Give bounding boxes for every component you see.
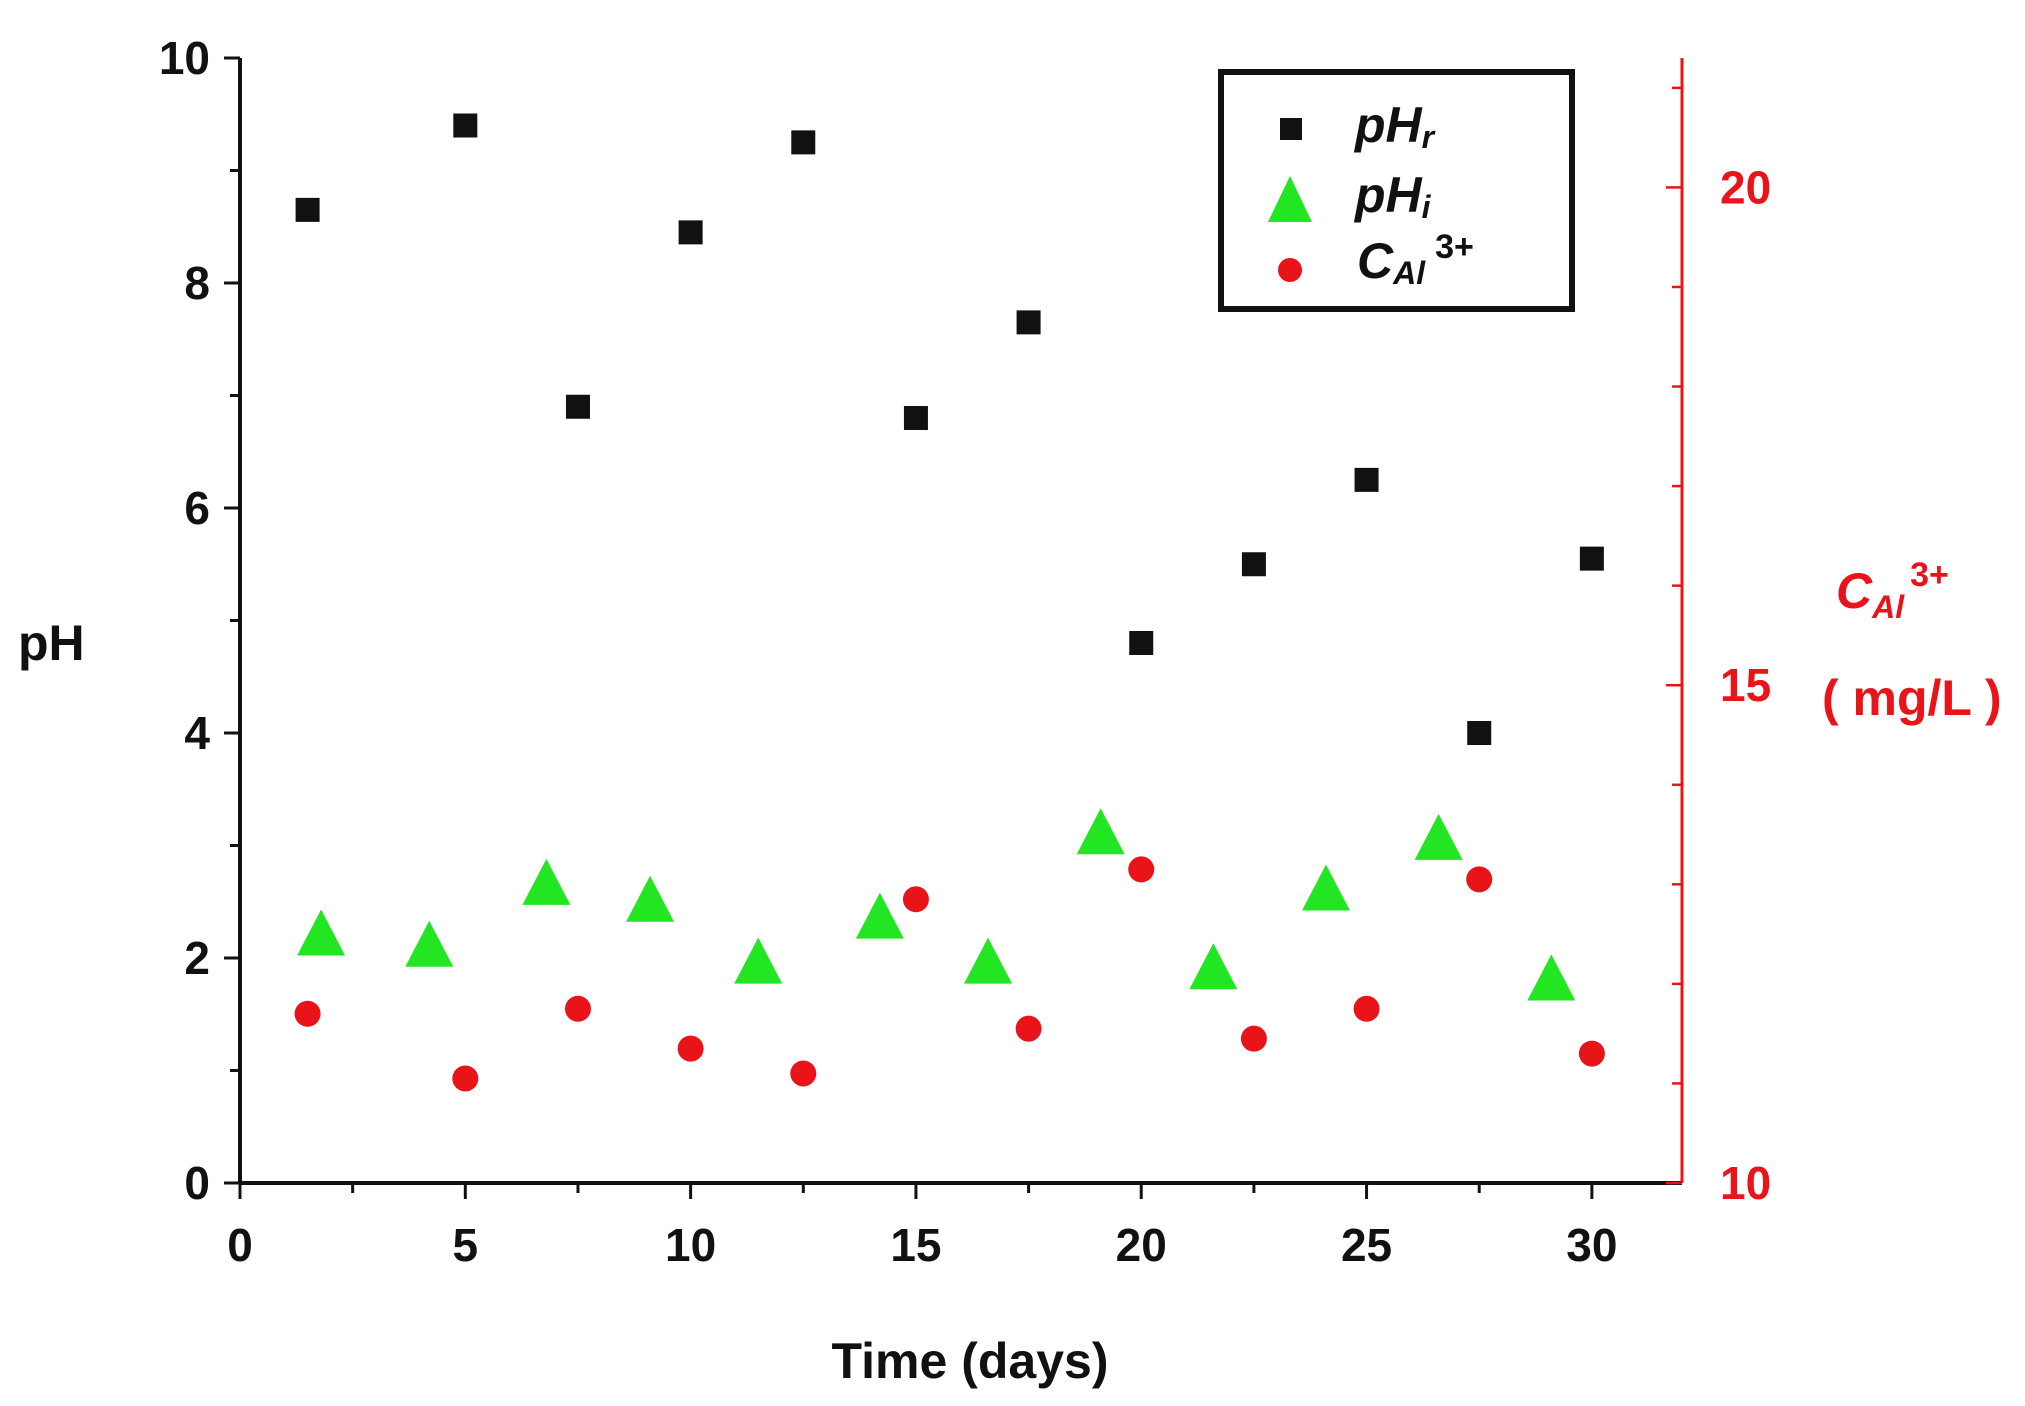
- y-tick-label: 6: [184, 482, 210, 534]
- point-phr: [678, 220, 703, 245]
- y2-axis-units: ( mg/L ): [1822, 670, 2002, 726]
- point-phr: [565, 394, 590, 419]
- tick-labels: 0 2 4 6 8 10 0 5 10 15 20 25 30 10 15 20: [159, 32, 1771, 1271]
- y-tick-label: 8: [184, 257, 210, 309]
- point-phi: [734, 937, 783, 984]
- point-cal3: [564, 995, 591, 1022]
- legend-phi-sub: i: [1422, 189, 1432, 225]
- point-phr: [1467, 721, 1492, 745]
- x-tick-label: 10: [665, 1219, 716, 1271]
- legend-label-cal: CAl3+: [1357, 228, 1474, 291]
- y-tick-label: 2: [184, 932, 210, 984]
- point-phi: [297, 909, 346, 956]
- point-phi: [626, 875, 675, 922]
- point-phr: [903, 406, 928, 430]
- point-phi: [1527, 954, 1576, 1001]
- x-tick-label: 25: [1341, 1219, 1392, 1271]
- point-phr: [791, 130, 816, 155]
- legend-label-phr: pHr: [1353, 97, 1436, 155]
- y2-title-sub: Al: [1871, 589, 1905, 625]
- point-phr: [453, 113, 478, 138]
- y-axis-title: pH: [18, 615, 85, 671]
- legend-cal-sup: 3+: [1435, 228, 1474, 266]
- point-phi: [1189, 943, 1238, 990]
- x-tick-label: 0: [227, 1219, 253, 1271]
- x-axis-title: Time (days): [832, 1333, 1109, 1389]
- point-phi: [405, 920, 454, 967]
- y-tick-label: 4: [184, 707, 210, 759]
- point-cal3: [677, 1035, 704, 1062]
- point-phi: [855, 892, 904, 939]
- ticks: [224, 56, 1682, 1199]
- point-cal3: [1578, 1040, 1605, 1067]
- legend-phi-main: pH: [1353, 167, 1423, 223]
- point-cal3: [1240, 1025, 1267, 1052]
- y-tick-label: 10: [159, 32, 210, 84]
- point-phr: [1579, 546, 1604, 571]
- point-cal3: [1466, 866, 1493, 893]
- point-cal3: [1353, 995, 1380, 1022]
- point-phr: [1241, 552, 1266, 577]
- legend-marker-phr: [1280, 118, 1302, 140]
- y2-tick-label: 10: [1720, 1157, 1771, 1209]
- y2-title-sup: 3+: [1910, 556, 1949, 594]
- legend-cal-main: C: [1357, 233, 1394, 289]
- x-tick-label: 15: [890, 1219, 941, 1271]
- y2-tick-label: 20: [1720, 161, 1771, 213]
- point-phr: [1129, 631, 1154, 655]
- point-phr: [295, 197, 320, 222]
- point-phi: [522, 858, 571, 905]
- y2-axis-title: CAl3+: [1836, 556, 1949, 625]
- point-phi: [1076, 808, 1125, 855]
- x-tick-label: 30: [1566, 1219, 1617, 1271]
- point-phi: [1414, 813, 1463, 860]
- legend-marker-cal: [1278, 258, 1302, 282]
- legend-label-phi: pHi: [1353, 167, 1432, 225]
- point-phr: [1016, 310, 1041, 335]
- point-phi: [964, 937, 1013, 984]
- x-tick-label: 5: [453, 1219, 479, 1271]
- point-cal3: [790, 1060, 817, 1087]
- legend-phr-sub: r: [1422, 119, 1436, 155]
- point-cal3: [452, 1065, 479, 1092]
- point-cal3: [902, 886, 929, 913]
- x-tick-label: 20: [1116, 1219, 1167, 1271]
- y2-tick-label: 15: [1720, 659, 1771, 711]
- y-tick-label: 0: [184, 1157, 210, 1209]
- y2-title-main: C: [1836, 563, 1873, 619]
- point-phr: [1354, 467, 1379, 492]
- point-phi: [1302, 864, 1351, 911]
- point-cal3: [1128, 856, 1155, 883]
- point-cal3: [294, 1000, 321, 1027]
- point-cal3: [1015, 1015, 1042, 1042]
- data-points: [294, 113, 1605, 1092]
- legend-phr-main: pH: [1353, 97, 1423, 153]
- legend-marker-phi: [1268, 176, 1312, 222]
- legend-cal-sub: Al: [1392, 255, 1426, 291]
- legend: pHr pHi CAl3+: [1218, 69, 1575, 312]
